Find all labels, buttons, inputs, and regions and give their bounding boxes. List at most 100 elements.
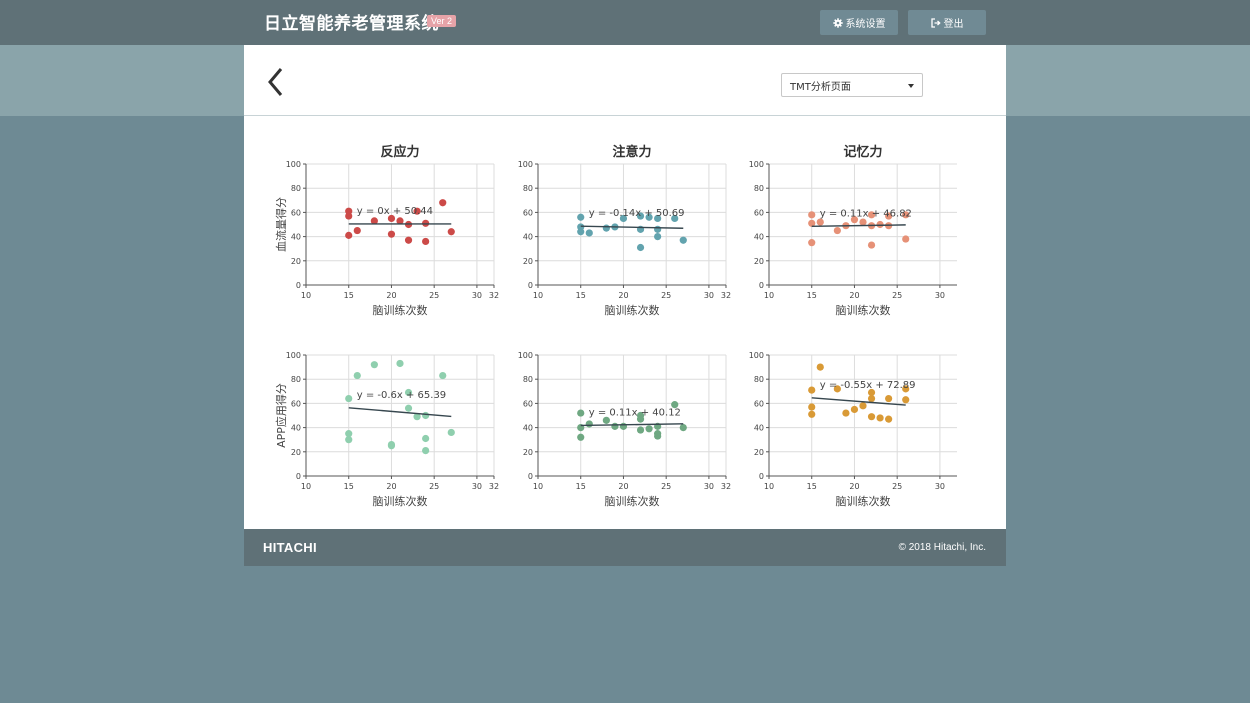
x-tick-label: 10 (764, 291, 774, 300)
data-point (396, 359, 404, 368)
x-tick-label: 15 (807, 291, 817, 300)
data-point (611, 422, 619, 430)
top-navbar: 日立智能养老管理系统 Ver 2 系统设置 登出 (0, 0, 1250, 45)
x-tick-label: 15 (344, 291, 354, 300)
data-point (387, 214, 396, 223)
y-tick-label: 60 (523, 208, 533, 217)
x-tick-label: 25 (429, 291, 439, 300)
x-axis-label: 脑训练次数 (373, 303, 428, 317)
back-button[interactable] (264, 65, 288, 99)
data-point (636, 243, 645, 252)
data-point (447, 228, 455, 236)
data-point (585, 420, 593, 428)
data-point (619, 422, 628, 430)
data-point (439, 199, 447, 207)
y-tick-label: 20 (523, 257, 533, 266)
y-tick-label: 100 (286, 351, 301, 360)
data-point (679, 424, 687, 432)
x-tick-label: 10 (533, 291, 543, 300)
data-point (619, 214, 628, 223)
y-tick-label: 0 (528, 281, 533, 290)
y-axis-label: 血流量得分 (274, 197, 288, 252)
data-point (404, 236, 413, 244)
data-point (902, 396, 910, 404)
data-point (902, 385, 910, 393)
data-point (345, 430, 353, 438)
x-tick-label: 32 (721, 482, 731, 491)
data-point (577, 228, 585, 236)
x-tick-label: 25 (429, 482, 439, 491)
regression-line (580, 423, 684, 427)
data-point (447, 428, 455, 437)
y-tick-label: 100 (286, 160, 301, 169)
x-tick-label: 30 (935, 291, 945, 300)
data-point (645, 425, 653, 433)
y-tick-label: 20 (754, 448, 764, 457)
y-tick-label: 40 (523, 233, 533, 242)
sign-out-icon (930, 17, 941, 28)
gridlines (538, 163, 727, 285)
data-point (422, 237, 430, 246)
y-tick-label: 20 (523, 448, 533, 457)
gridlines (769, 354, 957, 476)
data-point (885, 394, 893, 403)
x-axis-label: 脑训练次数 (836, 303, 891, 317)
y-tick-label: 0 (528, 472, 533, 481)
data-point (808, 211, 816, 219)
data-point (345, 436, 353, 444)
regression-equation: y = 0x + 50.44 (357, 206, 433, 217)
data-point (808, 386, 816, 394)
x-tick-label: 20 (618, 482, 628, 491)
y-tick-label: 60 (291, 399, 301, 408)
data-point (345, 394, 353, 403)
data-point (859, 218, 867, 226)
data-point (654, 225, 662, 233)
data-point (370, 217, 378, 225)
regression-equation: y = 0.11x + 46.82 (820, 208, 912, 219)
data-point (833, 226, 841, 235)
y-tick-label: 80 (291, 375, 301, 384)
data-point (645, 213, 653, 221)
x-tick-label: 15 (807, 482, 817, 491)
y-tick-label: 100 (518, 160, 533, 169)
data-point (387, 442, 396, 450)
y-axis-label: APP应用得分 (274, 383, 288, 448)
logout-button[interactable]: 登出 (908, 10, 986, 35)
caret-down-icon (908, 84, 914, 88)
data-point (808, 239, 816, 247)
gridlines (306, 354, 495, 476)
system-settings-button[interactable]: 系统设置 (820, 10, 898, 35)
data-point (422, 434, 430, 443)
x-tick-label: 15 (576, 482, 586, 491)
x-tick-label: 30 (472, 482, 482, 491)
regression-equation: y = -0.14x + 50.69 (589, 208, 685, 219)
x-tick-label: 10 (301, 482, 311, 491)
data-point (577, 213, 585, 221)
data-point (577, 433, 585, 441)
data-point (396, 217, 404, 225)
y-tick-label: 80 (523, 184, 533, 193)
x-tick-label: 15 (344, 482, 354, 491)
x-tick-label: 32 (721, 291, 731, 300)
data-point (602, 224, 610, 232)
page-select-dropdown[interactable]: TMT分析页面 (781, 73, 923, 97)
x-axis-label: 脑训练次数 (605, 494, 660, 508)
chevron-left-icon (268, 68, 283, 96)
data-point (808, 410, 816, 418)
gear-icon (832, 17, 843, 28)
data-point (439, 371, 447, 380)
x-tick-label: 20 (386, 482, 396, 491)
data-point (842, 409, 850, 417)
scatter-chart-6: 0 20 40 60 80 100 10 15 20 25 30 脑训练次数 y = -0.55x + … (749, 351, 957, 508)
y-tick-label: 40 (291, 424, 301, 433)
y-tick-label: 20 (754, 257, 764, 266)
data-point (679, 236, 687, 244)
data-point (808, 403, 816, 411)
data-point (867, 211, 876, 219)
x-tick-label: 25 (661, 482, 671, 491)
data-point (654, 233, 662, 241)
page-select-value: TMT分析页面 (790, 81, 851, 93)
regression-line (811, 397, 906, 406)
data-point (816, 218, 824, 226)
